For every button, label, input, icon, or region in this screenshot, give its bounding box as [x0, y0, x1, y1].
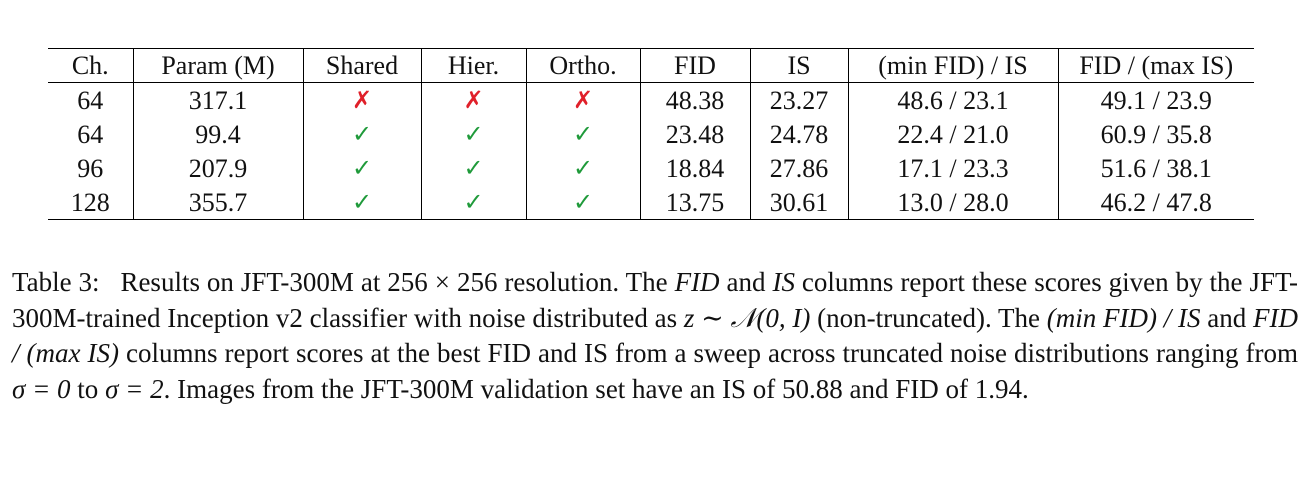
caption-is-label: IS: [772, 267, 795, 297]
header-param: Param (M): [133, 48, 304, 83]
header-hier: Hier.: [421, 48, 527, 83]
header-fid-max-is: FID / (max IS): [1058, 48, 1254, 83]
cell-fid: 23.48: [640, 117, 751, 151]
caption-text: and: [1200, 302, 1253, 333]
table-caption: Table 3: Results on JFT-300M at 256 × 25…: [12, 265, 1298, 407]
cell-ch: 96: [48, 151, 134, 185]
cell-fid: 13.75: [640, 185, 751, 220]
cell-ch: 64: [48, 82, 134, 117]
caption-label: Table 3:: [12, 267, 100, 297]
caption-fid-label: FID: [674, 267, 720, 297]
cell-param: 355.7: [133, 185, 304, 220]
cell-fid: 18.84: [640, 151, 751, 185]
caption-max-is-label: FID / (max IS): [12, 302, 1298, 369]
header-fid: FID: [640, 48, 751, 83]
cross-icon: ✗: [463, 86, 484, 114]
cross-icon: ✗: [351, 86, 373, 114]
cell-fid-max-is: 46.2 / 47.8: [1058, 185, 1254, 220]
check-icon: ✓: [572, 188, 594, 216]
check-icon: ✓: [463, 120, 484, 148]
cell-param: 99.4: [133, 117, 304, 151]
check-icon: ✓: [351, 120, 373, 148]
caption-min-fid-label: (min FID) / IS: [1046, 302, 1201, 333]
table-row: 64 99.4 ✓ ✓ ✓ 23.48 24.78 22.4 / 21.0 60…: [48, 117, 1254, 151]
header-min-fid-is: (min FID) / IS: [848, 48, 1059, 83]
caption-text: to: [70, 373, 106, 404]
header-shared: Shared: [303, 48, 422, 83]
cell-ch: 64: [48, 117, 134, 151]
caption-text: columns report these scores given by the…: [12, 267, 1299, 333]
table-row: 128 355.7 ✓ ✓ ✓ 13.75 30.61 13.0 / 28.0 …: [48, 185, 1254, 220]
check-icon: ✓: [572, 154, 594, 182]
cell-is: 30.61: [750, 185, 849, 220]
check-icon: ✓: [351, 188, 373, 216]
caption-math: z ∼ 𝒩(0, I): [683, 302, 811, 333]
cross-icon: ✗: [572, 86, 594, 114]
results-table: Ch. Param (M) Shared Hier. Ortho. FID IS…: [48, 48, 1254, 220]
cell-is: 27.86: [750, 151, 849, 185]
cell-fid-max-is: 60.9 / 35.8: [1100, 119, 1212, 149]
header-ch: Ch.: [48, 48, 134, 83]
caption-text: and: [719, 267, 773, 297]
caption-math: σ = 2: [105, 373, 164, 404]
caption-text: columns report scores at the best FID an…: [119, 338, 1298, 368]
check-icon: ✓: [463, 154, 484, 182]
check-icon: ✓: [351, 154, 373, 182]
cell-min-fid-is: 17.1 / 23.3: [848, 151, 1059, 185]
caption-text: . Images from the JFT-300M validation se…: [163, 373, 1029, 404]
caption-math: σ = 0: [12, 373, 71, 404]
header-row: Ch. Param (M) Shared Hier. Ortho. FID IS…: [48, 48, 1254, 83]
cell-fid-max-is: 49.1 / 23.9: [1100, 85, 1212, 115]
header-ortho: Ortho.: [526, 48, 641, 83]
caption-text: (non-truncated). The: [810, 302, 1047, 333]
cell-is: 24.78: [750, 117, 849, 151]
table-row: 96 207.9 ✓ ✓ ✓ 18.84 27.86 17.1 / 23.3 5…: [48, 151, 1254, 185]
check-icon: ✓: [463, 188, 484, 216]
table-row: 64 317.1 ✗ ✗ ✗ 48.38 23.27 48.6 / 23.1 4…: [48, 82, 1254, 117]
cell-fid-max-is: 51.6 / 38.1: [1100, 153, 1212, 183]
cell-min-fid-is: 48.6 / 23.1: [848, 82, 1059, 117]
cell-param: 207.9: [133, 151, 304, 185]
header-is: IS: [750, 48, 849, 83]
cell-fid: 48.38: [640, 82, 751, 117]
cell-ch: 128: [48, 185, 134, 220]
cell-min-fid-is: 13.0 / 28.0: [848, 185, 1059, 220]
cell-min-fid-is: 22.4 / 21.0: [848, 117, 1059, 151]
caption-text: Results on JFT-300M at 256 × 256 resolut…: [120, 267, 675, 297]
check-icon: ✓: [572, 120, 594, 148]
cell-param: 317.1: [133, 82, 304, 117]
cell-is: 23.27: [750, 82, 849, 117]
